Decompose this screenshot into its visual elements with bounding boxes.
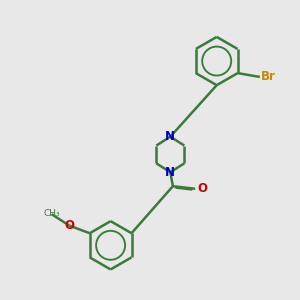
Text: Br: Br [260, 70, 275, 83]
Text: O: O [198, 182, 208, 195]
Text: N: N [165, 166, 175, 179]
Text: CH₃: CH₃ [43, 209, 60, 218]
Text: O: O [64, 219, 74, 232]
Text: N: N [165, 130, 175, 143]
